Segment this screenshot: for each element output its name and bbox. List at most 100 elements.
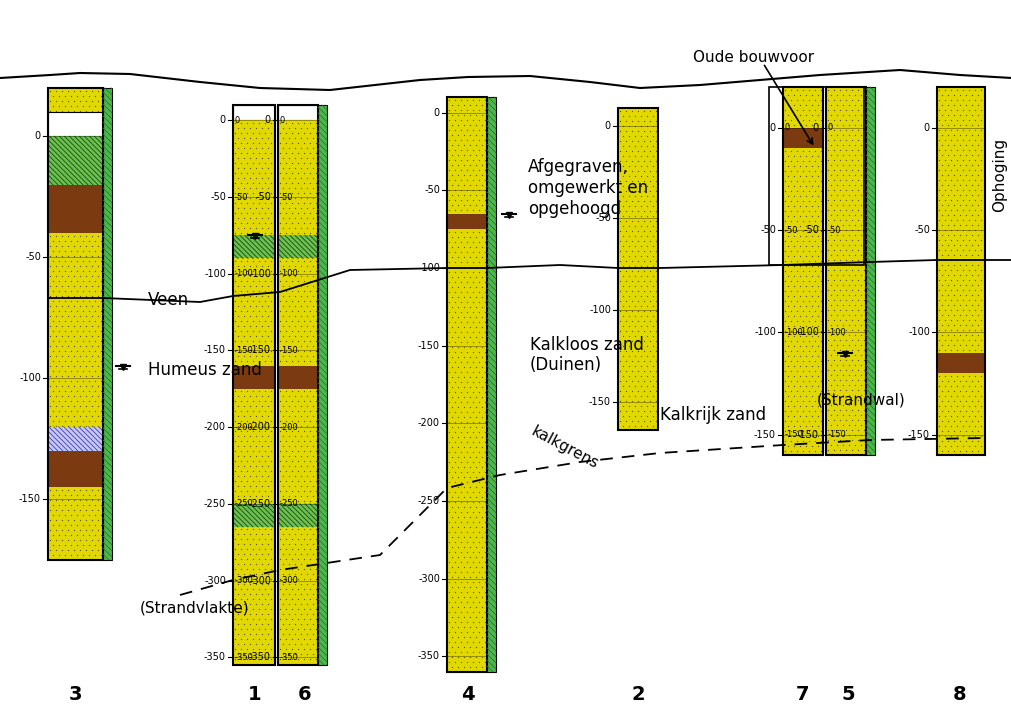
Bar bbox=[783, 87, 822, 128]
Text: -100: -100 bbox=[907, 328, 929, 337]
Bar bbox=[618, 108, 657, 430]
Text: -250: -250 bbox=[203, 499, 225, 509]
Bar bbox=[825, 87, 865, 455]
Text: -300: -300 bbox=[235, 576, 254, 585]
Bar bbox=[233, 120, 275, 236]
Text: -300: -300 bbox=[418, 574, 440, 584]
Text: -100: -100 bbox=[204, 268, 225, 279]
Bar bbox=[825, 87, 865, 455]
Text: -150: -150 bbox=[204, 345, 225, 355]
Text: -300: -300 bbox=[280, 576, 298, 585]
Text: Oude bouwvoor: Oude bouwvoor bbox=[693, 50, 813, 65]
Text: -100: -100 bbox=[753, 328, 775, 337]
Bar bbox=[317, 105, 327, 665]
Bar bbox=[48, 488, 103, 560]
Bar bbox=[278, 105, 317, 665]
Text: -100: -100 bbox=[785, 328, 803, 337]
Bar bbox=[936, 87, 984, 455]
Bar bbox=[278, 105, 317, 120]
Bar bbox=[618, 108, 657, 430]
Bar bbox=[447, 229, 486, 672]
Bar bbox=[278, 504, 317, 527]
Bar bbox=[48, 451, 103, 488]
Text: 8: 8 bbox=[952, 686, 966, 704]
Bar bbox=[278, 120, 317, 236]
Bar bbox=[233, 258, 275, 366]
Text: 4: 4 bbox=[461, 686, 474, 704]
Text: -50: -50 bbox=[827, 226, 841, 235]
Text: -50: -50 bbox=[594, 214, 611, 224]
Text: -150: -150 bbox=[249, 345, 271, 355]
Text: -350: -350 bbox=[280, 653, 298, 662]
Text: -100: -100 bbox=[235, 269, 254, 278]
Text: -100: -100 bbox=[249, 268, 271, 279]
Text: -100: -100 bbox=[827, 328, 846, 337]
Text: Ophoging: Ophoging bbox=[992, 138, 1007, 212]
Text: -200: -200 bbox=[280, 423, 298, 431]
Text: -150: -150 bbox=[907, 429, 929, 439]
Text: 5: 5 bbox=[840, 686, 854, 704]
Bar bbox=[48, 234, 103, 427]
Text: -50: -50 bbox=[803, 225, 818, 235]
Bar bbox=[447, 97, 486, 214]
Text: 0: 0 bbox=[605, 122, 611, 132]
Text: 7: 7 bbox=[796, 686, 809, 704]
Bar bbox=[48, 88, 103, 112]
Bar bbox=[768, 87, 863, 265]
Text: -350: -350 bbox=[418, 651, 440, 661]
Bar bbox=[233, 236, 275, 258]
Bar bbox=[233, 105, 275, 120]
Text: -150: -150 bbox=[588, 397, 611, 407]
Text: 0: 0 bbox=[235, 116, 240, 125]
Text: 0: 0 bbox=[265, 115, 271, 125]
Text: -50: -50 bbox=[235, 192, 249, 201]
Text: -50: -50 bbox=[25, 253, 41, 263]
Text: -150: -150 bbox=[785, 430, 803, 439]
Bar bbox=[48, 112, 103, 137]
Text: -50: -50 bbox=[280, 192, 293, 201]
Bar bbox=[278, 236, 317, 258]
Text: 6: 6 bbox=[298, 686, 311, 704]
Bar bbox=[865, 87, 875, 455]
Text: -50: -50 bbox=[210, 192, 225, 202]
Bar bbox=[783, 128, 822, 148]
Text: 0: 0 bbox=[34, 132, 41, 142]
Text: 0: 0 bbox=[280, 116, 285, 125]
Bar bbox=[103, 88, 112, 560]
Text: 0: 0 bbox=[923, 123, 929, 133]
Text: -250: -250 bbox=[235, 499, 254, 508]
Bar bbox=[936, 87, 984, 352]
Bar bbox=[278, 258, 317, 366]
Bar bbox=[783, 148, 822, 455]
Bar bbox=[486, 97, 495, 672]
Text: -300: -300 bbox=[204, 575, 225, 585]
Text: 0: 0 bbox=[812, 123, 818, 133]
Text: -100: -100 bbox=[19, 374, 41, 384]
Bar bbox=[233, 504, 275, 527]
Text: -250: -250 bbox=[280, 499, 298, 508]
Text: 0: 0 bbox=[219, 115, 225, 125]
Text: -50: -50 bbox=[424, 185, 440, 195]
Text: -150: -150 bbox=[280, 346, 298, 355]
Text: -200: -200 bbox=[235, 423, 254, 431]
Bar bbox=[936, 352, 984, 373]
Text: -350: -350 bbox=[204, 652, 225, 662]
Text: -50: -50 bbox=[785, 226, 798, 235]
Text: Kalkloos zand
(Duinen): Kalkloos zand (Duinen) bbox=[530, 335, 643, 375]
Bar bbox=[233, 366, 275, 389]
Text: -300: -300 bbox=[249, 575, 271, 585]
Text: -100: -100 bbox=[588, 305, 611, 315]
Bar bbox=[783, 87, 822, 455]
Text: (Strandwal): (Strandwal) bbox=[816, 392, 905, 407]
Bar bbox=[48, 185, 103, 234]
Text: (Strandvlakte): (Strandvlakte) bbox=[140, 600, 250, 615]
Text: Humeus zand: Humeus zand bbox=[148, 361, 262, 379]
Text: -100: -100 bbox=[418, 263, 440, 273]
Text: 0: 0 bbox=[434, 108, 440, 117]
Bar bbox=[447, 214, 486, 229]
Bar bbox=[233, 389, 275, 504]
Text: -350: -350 bbox=[235, 653, 254, 662]
Text: -100: -100 bbox=[280, 269, 298, 278]
Text: 2: 2 bbox=[631, 686, 644, 704]
Text: -250: -250 bbox=[418, 496, 440, 506]
